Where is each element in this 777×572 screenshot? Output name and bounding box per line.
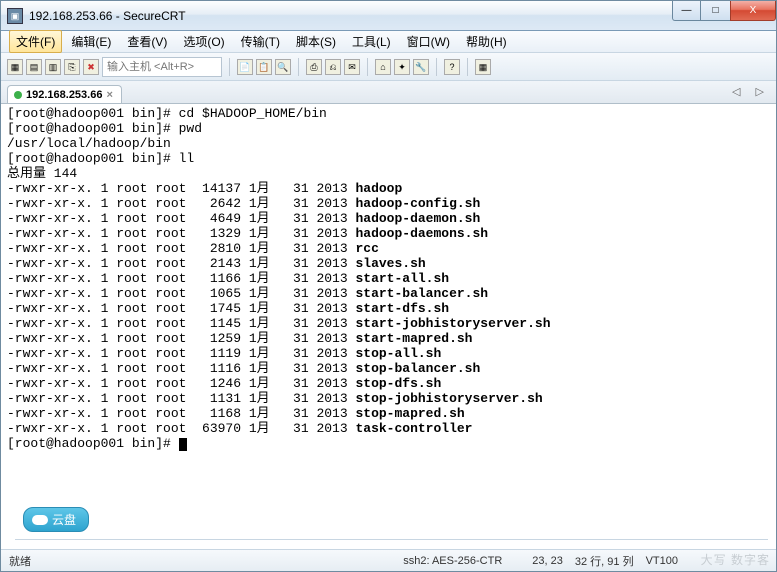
toolbar-icon[interactable]: ▤ bbox=[26, 59, 42, 75]
menu-script[interactable]: 脚本(S) bbox=[289, 30, 343, 53]
status-ready: 就绪 bbox=[9, 553, 31, 569]
close-button[interactable]: X bbox=[730, 1, 776, 21]
toolbar-icon[interactable]: ✉ bbox=[344, 59, 360, 75]
tab-scroll-arrows[interactable]: ◁ ▷ bbox=[732, 85, 770, 98]
menu-options[interactable]: 选项(O) bbox=[176, 30, 231, 53]
help-icon[interactable]: ? bbox=[444, 59, 460, 75]
app-icon: ▣ bbox=[7, 8, 23, 24]
toolbar-separator bbox=[229, 58, 230, 76]
session-tab[interactable]: 192.168.253.66 × bbox=[7, 85, 122, 103]
cloud-label: 云盘 bbox=[52, 511, 76, 528]
toolbar-icon[interactable]: ⎘ bbox=[64, 59, 80, 75]
menu-file[interactable]: 文件(F) bbox=[9, 30, 62, 53]
toolbar-icon[interactable]: ✖ bbox=[83, 59, 99, 75]
cloud-icon bbox=[32, 515, 48, 525]
toolbar-icon[interactable]: ▦ bbox=[475, 59, 491, 75]
toolbar-icon[interactable]: 🔧 bbox=[413, 59, 429, 75]
terminal-output[interactable]: [root@hadoop001 bin]# cd $HADOOP_HOME/bi… bbox=[1, 104, 776, 534]
toolbar-separator bbox=[367, 58, 368, 76]
paste-icon[interactable]: 📋 bbox=[256, 59, 272, 75]
menu-window[interactable]: 窗口(W) bbox=[400, 30, 457, 53]
status-size: 32 行, 91 列 bbox=[575, 553, 634, 569]
menu-view[interactable]: 查看(V) bbox=[120, 30, 174, 53]
window-title: 192.168.253.66 - SecureCRT bbox=[29, 9, 186, 23]
minimize-button[interactable]: — bbox=[672, 1, 701, 21]
cloud-disk-button[interactable]: 云盘 bbox=[23, 507, 89, 532]
status-term: VT100 bbox=[646, 555, 678, 567]
status-cipher: ssh2: AES-256-CTR bbox=[403, 555, 502, 567]
toolbar: ▦ ▤ ▥ ⎘ ✖ 📄 📋 🔍 ⎙ ⎌ ✉ ⌂ ✦ 🔧 ? ▦ bbox=[1, 53, 776, 81]
settings-icon[interactable]: ✦ bbox=[394, 59, 410, 75]
tab-bar: 192.168.253.66 × ◁ ▷ bbox=[1, 81, 776, 104]
maximize-button[interactable]: □ bbox=[701, 1, 730, 21]
menu-bar: 文件(F) 编辑(E) 查看(V) 选项(O) 传输(T) 脚本(S) 工具(L… bbox=[1, 31, 776, 53]
title-bar: ▣ 192.168.253.66 - SecureCRT — □ X bbox=[1, 1, 776, 31]
inner-border bbox=[15, 539, 768, 541]
menu-tools[interactable]: 工具(L) bbox=[345, 30, 398, 53]
toolbar-separator bbox=[298, 58, 299, 76]
tab-close-icon[interactable]: × bbox=[106, 89, 112, 101]
menu-help[interactable]: 帮助(H) bbox=[459, 30, 514, 53]
status-bar: 就绪 ssh2: AES-256-CTR 23, 23 32 行, 91 列 V… bbox=[1, 549, 776, 571]
menu-edit[interactable]: 编辑(E) bbox=[64, 30, 118, 53]
toolbar-icon[interactable]: ⎌ bbox=[325, 59, 341, 75]
toolbar-icon[interactable]: ▥ bbox=[45, 59, 61, 75]
status-cursor-pos: 23, 23 bbox=[532, 555, 563, 567]
toolbar-separator bbox=[467, 58, 468, 76]
toolbar-icon[interactable]: ⌂ bbox=[375, 59, 391, 75]
menu-transfer[interactable]: 传输(T) bbox=[234, 30, 287, 53]
host-input[interactable] bbox=[102, 57, 222, 77]
find-icon[interactable]: 🔍 bbox=[275, 59, 291, 75]
status-dot-icon bbox=[14, 91, 22, 99]
toolbar-icon[interactable]: ▦ bbox=[7, 59, 23, 75]
toolbar-icon[interactable]: ⎙ bbox=[306, 59, 322, 75]
toolbar-separator bbox=[436, 58, 437, 76]
copy-icon[interactable]: 📄 bbox=[237, 59, 253, 75]
tab-label: 192.168.253.66 bbox=[26, 89, 102, 101]
